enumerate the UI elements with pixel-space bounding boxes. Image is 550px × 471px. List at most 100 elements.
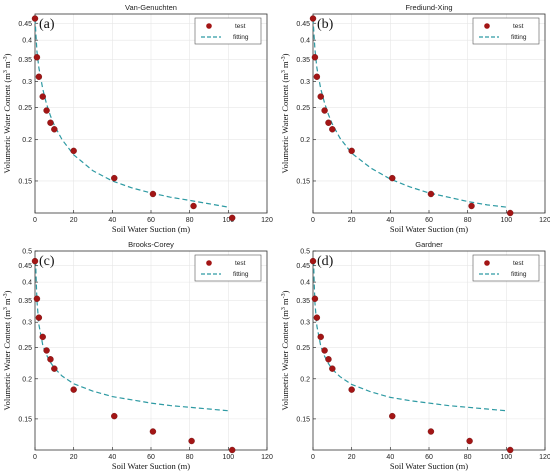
panel-label: (d) bbox=[317, 254, 334, 269]
x-tick-label: 100 bbox=[222, 454, 234, 461]
data-point-test bbox=[190, 202, 197, 210]
data-point-test bbox=[427, 190, 435, 198]
legend-marker-test bbox=[484, 260, 490, 266]
x-tick-label: 100 bbox=[500, 217, 512, 224]
chart-title: Frediund-Xing bbox=[405, 3, 452, 12]
chart-title: Gardner bbox=[415, 240, 443, 249]
series-line-fitting bbox=[34, 18, 229, 208]
x-tick-label: 0 bbox=[311, 217, 315, 224]
y-tick-label: 0.45 bbox=[296, 263, 310, 270]
data-point-test bbox=[51, 126, 58, 133]
x-tick-label: 80 bbox=[464, 454, 472, 461]
y-tick-label: 0.2 bbox=[22, 376, 32, 383]
y-tick-label: 0.45 bbox=[18, 263, 32, 270]
data-point-test bbox=[70, 386, 77, 393]
y-tick-label: 0.5 bbox=[22, 249, 32, 256]
x-tick-label: 0 bbox=[33, 454, 37, 461]
series-line-fitting bbox=[312, 18, 507, 208]
data-point-test bbox=[43, 107, 50, 114]
x-tick-label: 60 bbox=[425, 217, 433, 224]
data-point-test bbox=[111, 174, 118, 182]
data-point-test bbox=[47, 119, 54, 126]
data-point-test bbox=[33, 54, 41, 61]
data-point-test bbox=[31, 15, 39, 22]
y-tick-label: 0.3 bbox=[22, 79, 32, 86]
x-tick-label: 120 bbox=[539, 454, 550, 461]
y-tick-label: 0.2 bbox=[22, 137, 32, 144]
data-point-test bbox=[507, 209, 514, 217]
data-point-test bbox=[468, 202, 475, 210]
chart-panel-4: 0 20 40 60 80 100 120 0.15 0.2 0.25 0.3 0.35 0.4 0.45… bbox=[280, 240, 550, 471]
x-tick-label: 100 bbox=[222, 217, 234, 224]
y-tick-label: 0.4 bbox=[300, 280, 310, 287]
data-point-test bbox=[228, 214, 236, 222]
panel-label: (b) bbox=[317, 17, 334, 32]
data-point-test bbox=[149, 428, 157, 435]
legend-label-test: test bbox=[513, 23, 524, 30]
chart-title: Brooks-Corey bbox=[128, 240, 174, 249]
data-point-test bbox=[43, 347, 50, 354]
y-tick-label: 0.15 bbox=[296, 178, 310, 185]
x-tick-label: 60 bbox=[425, 454, 433, 461]
legend-label-test: test bbox=[513, 260, 524, 267]
data-point-test bbox=[35, 314, 43, 321]
x-tick-label: 20 bbox=[70, 454, 78, 461]
x-tick-label: 80 bbox=[186, 217, 194, 224]
y-tick-label: 0.25 bbox=[18, 345, 32, 352]
data-point-test bbox=[309, 15, 317, 22]
data-point-test bbox=[70, 147, 77, 155]
y-tick-label: 0.45 bbox=[18, 21, 32, 28]
data-point-test bbox=[427, 428, 435, 435]
y-tick-label: 0.15 bbox=[296, 416, 310, 423]
data-point-test bbox=[111, 412, 118, 420]
x-axis-label: Soil Water Suction (m) bbox=[390, 461, 468, 471]
data-point-test bbox=[389, 412, 396, 420]
data-point-test bbox=[313, 73, 321, 80]
legend-marker-test bbox=[484, 23, 490, 29]
legend-label-fitting: fitting bbox=[511, 271, 527, 278]
y-tick-label: 0.3 bbox=[22, 320, 32, 327]
data-point-test bbox=[47, 356, 54, 363]
y-axis-label: Volumetric Water Content (m3 m-3) bbox=[2, 53, 12, 173]
data-point-test bbox=[329, 126, 336, 133]
x-axis-label: Soil Water Suction (m) bbox=[390, 224, 468, 234]
x-tick-label: 40 bbox=[386, 217, 394, 224]
data-point-test bbox=[317, 93, 324, 100]
x-axis-label: Soil Water Suction (m) bbox=[112, 224, 190, 234]
legend-marker-test bbox=[206, 260, 212, 266]
series-line-fitting bbox=[312, 260, 507, 412]
legend-box bbox=[194, 17, 262, 45]
data-point-test bbox=[309, 257, 317, 265]
data-point-test bbox=[149, 190, 157, 198]
legend-box bbox=[472, 254, 540, 282]
y-tick-label: 0.35 bbox=[296, 57, 310, 64]
chart-title: Van-Genuchten bbox=[125, 3, 177, 12]
y-tick-label: 0.2 bbox=[300, 137, 310, 144]
data-point-test bbox=[33, 295, 41, 302]
legend-label-test: test bbox=[235, 23, 246, 30]
x-tick-label: 20 bbox=[70, 217, 78, 224]
y-tick-label: 0.15 bbox=[18, 416, 32, 423]
data-point-test bbox=[51, 365, 58, 372]
x-tick-label: 60 bbox=[147, 454, 155, 461]
data-point-test bbox=[31, 257, 39, 265]
x-tick-label: 120 bbox=[539, 217, 550, 224]
legend-marker-test bbox=[206, 23, 212, 29]
panel-label: (a) bbox=[39, 17, 55, 32]
y-tick-label: 0.4 bbox=[300, 38, 310, 45]
x-tick-label: 120 bbox=[261, 454, 273, 461]
x-tick-label: 80 bbox=[186, 454, 194, 461]
legend-label-fitting: fitting bbox=[233, 34, 249, 41]
data-point-test bbox=[313, 314, 321, 321]
x-tick-label: 0 bbox=[33, 217, 37, 224]
data-point-test bbox=[466, 437, 473, 445]
x-tick-label: 60 bbox=[147, 217, 155, 224]
data-point-test bbox=[39, 93, 46, 100]
data-point-test bbox=[321, 107, 328, 114]
y-tick-label: 0.35 bbox=[18, 57, 32, 64]
data-point-test bbox=[311, 295, 319, 302]
data-point-test bbox=[317, 333, 324, 341]
data-point-test bbox=[39, 333, 46, 341]
y-axis-label: Volumetric Water Content (m3 m-3) bbox=[2, 290, 12, 410]
